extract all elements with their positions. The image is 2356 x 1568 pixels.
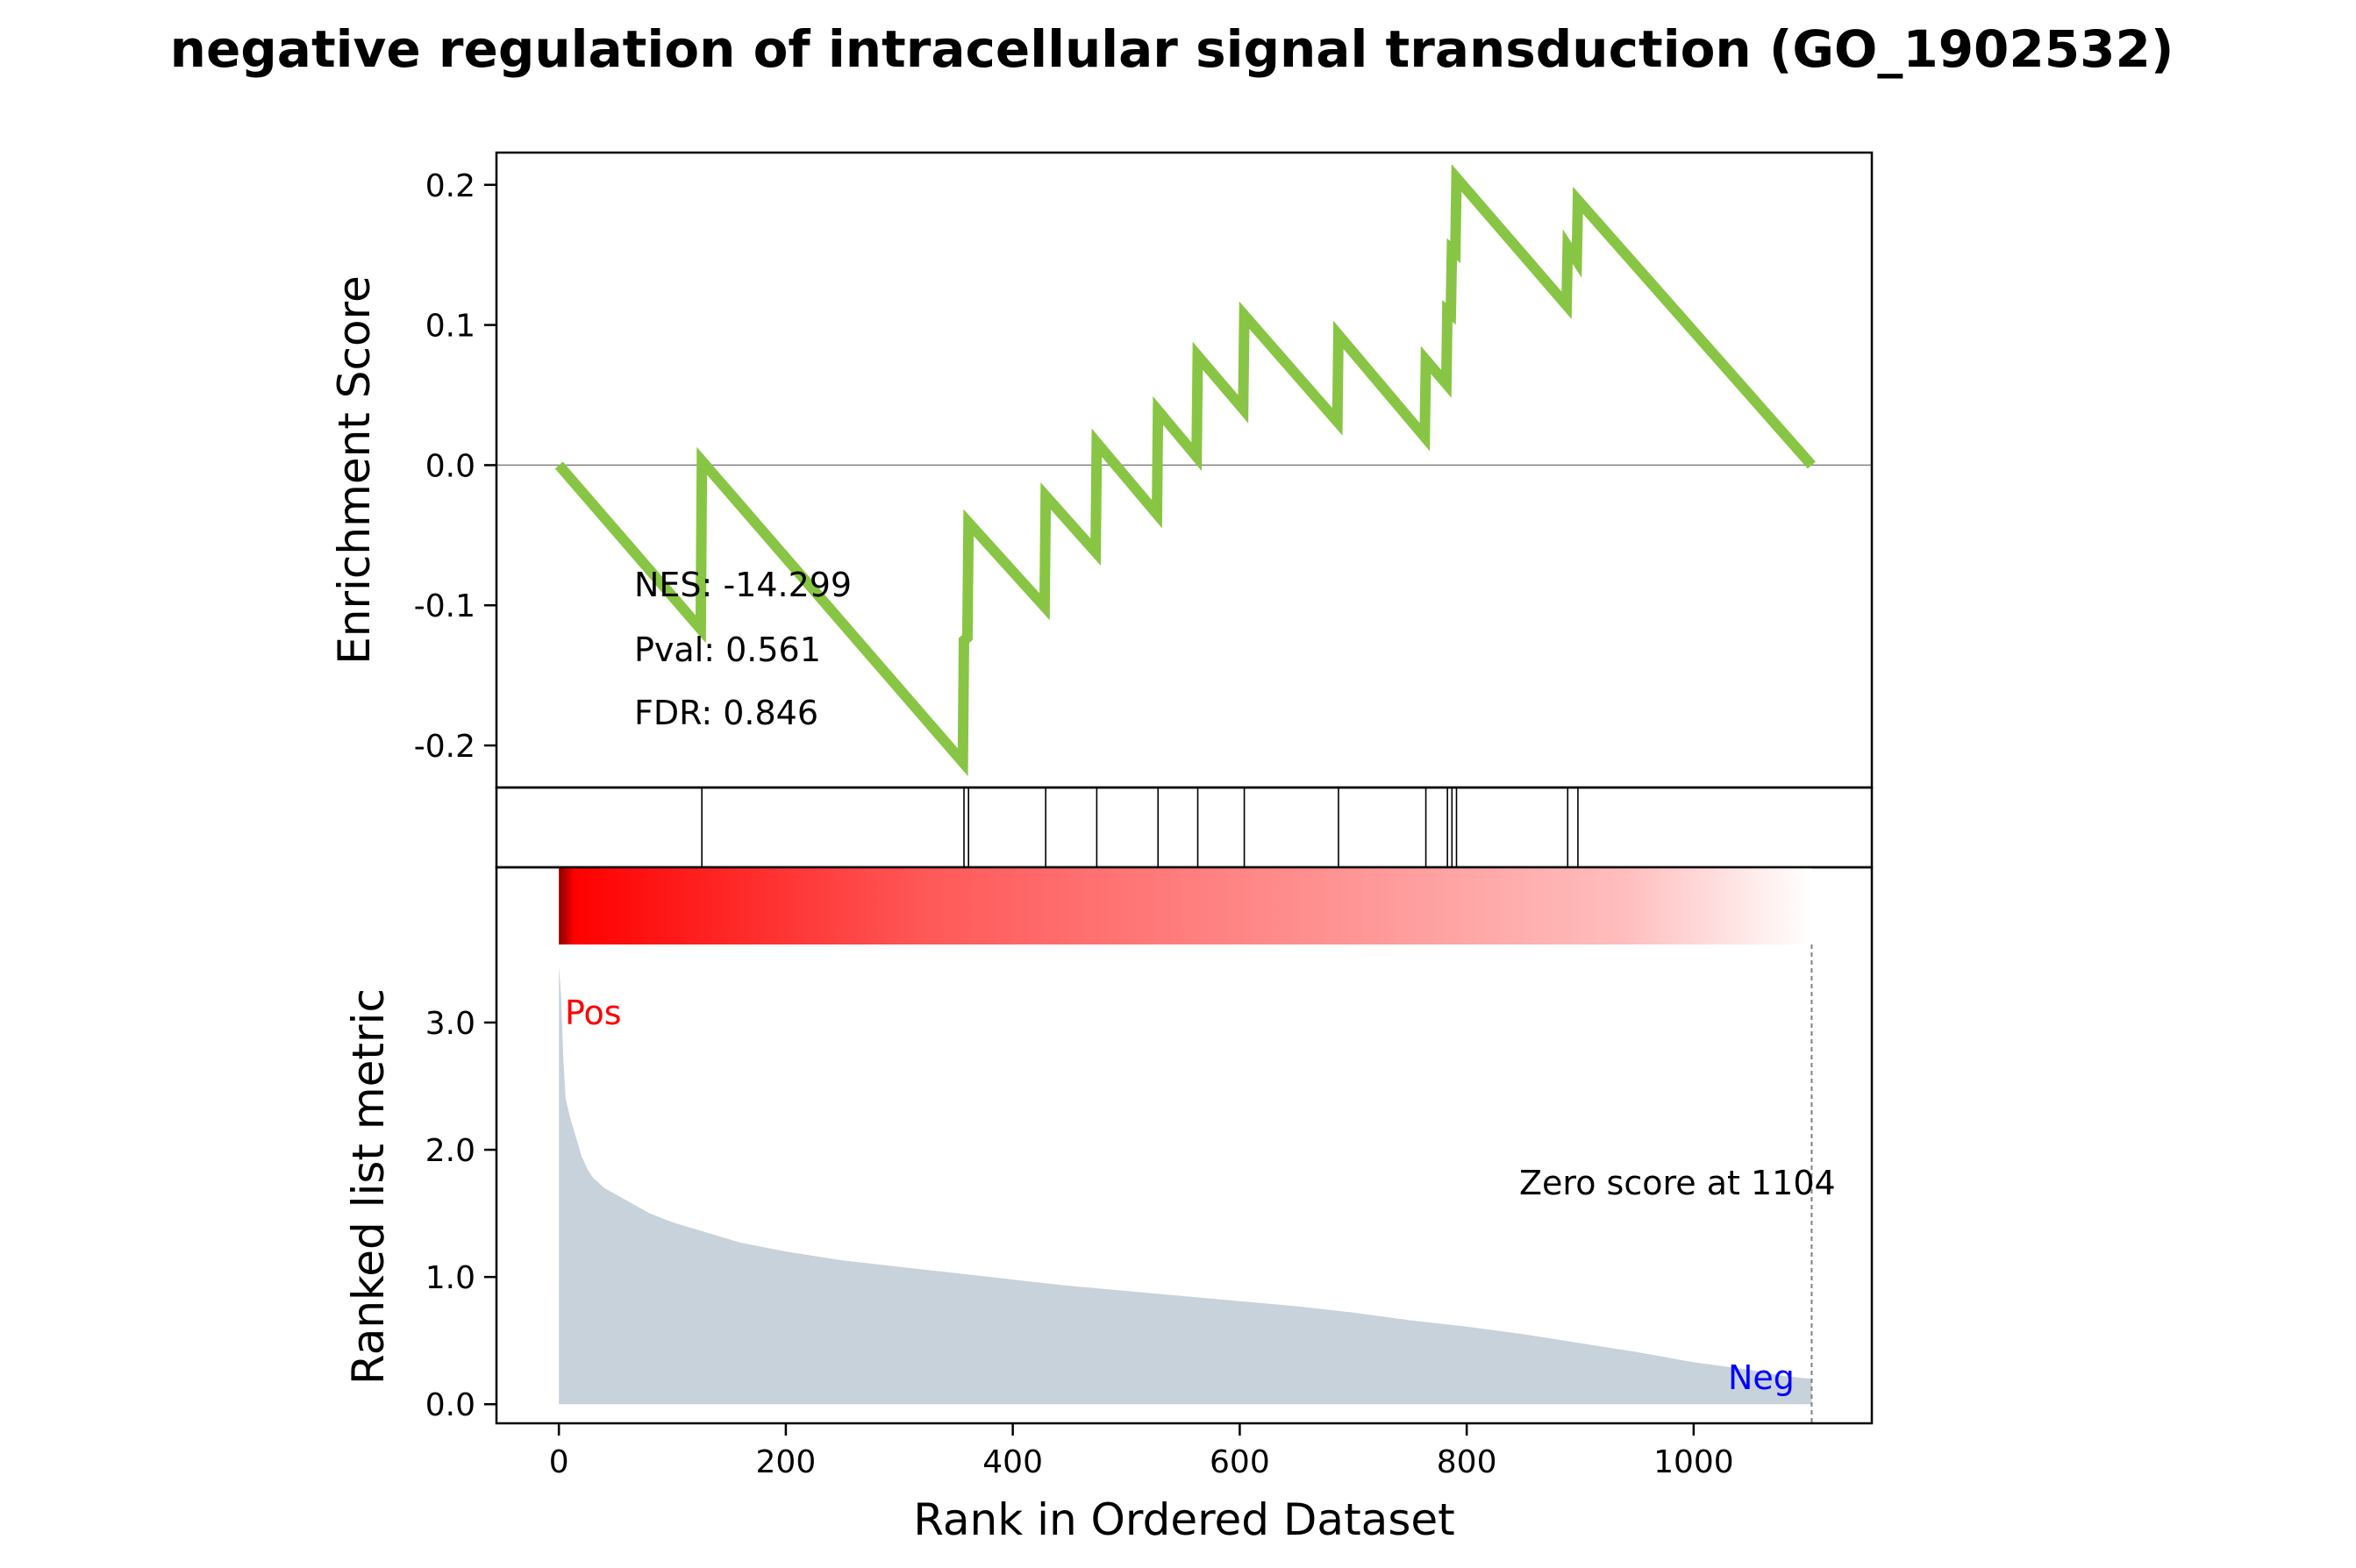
hit-lines xyxy=(701,788,1579,867)
rank-colorbar xyxy=(559,867,1812,944)
enrichment-y-tick-label: 0.1 xyxy=(425,309,475,345)
metric-y-ticks: 0.0 1.0 2.0 3.0 xyxy=(425,1006,496,1423)
x-tick-label: 400 xyxy=(982,1444,1043,1480)
enrichment-score-line xyxy=(554,163,1816,777)
hits-axes-frame xyxy=(495,786,1874,869)
ranked-metric-panel: Zero score at 1104 Pos Neg 0.01.02.03.0 … xyxy=(343,866,1874,1545)
enrichment-y-tick-label: 0.0 xyxy=(425,448,475,484)
metric-y-tick-label: 0.0 xyxy=(425,1387,475,1423)
metric-y-tick-label: 3.0 xyxy=(425,1006,475,1042)
x-tick-label: 800 xyxy=(1437,1444,1497,1480)
nes-annotation: NES: -14.299 xyxy=(634,566,852,604)
fdr-annotation: FDR: 0.846 xyxy=(634,694,818,732)
ranked-metric-area xyxy=(559,965,1812,1405)
x-tick-label: 1000 xyxy=(1653,1444,1734,1480)
metric-y-tick-label: 1.0 xyxy=(425,1260,475,1296)
enrichment-y-tick-label: -0.2 xyxy=(414,729,475,765)
pos-label: Pos xyxy=(565,994,622,1032)
enrichment-y-label: Enrichment Score xyxy=(329,275,380,665)
enrichment-y-ticks: -0.2 -0.1 0.0 0.1 0.2 xyxy=(414,168,496,765)
x-axis-label: Rank in Ordered Dataset xyxy=(913,1494,1454,1545)
chart-title: negative regulation of intracellular sig… xyxy=(170,19,2174,79)
enrichment-panel: -0.2 -0.1 0.0 0.1 0.2 NES: -14.299 Pval: 0.5… xyxy=(329,151,1874,789)
x-tick-label: 200 xyxy=(756,1444,817,1480)
x-tick-label: 0 xyxy=(549,1444,569,1480)
zero-score-label: Zero score at 1104 xyxy=(1519,1164,1836,1202)
enrichment-y-tick-label: 0.2 xyxy=(425,168,475,204)
metric-y-label: Ranked list metric xyxy=(343,988,394,1385)
pval-annotation: Pval: 0.561 xyxy=(634,631,821,669)
ranked-axes-frame xyxy=(495,866,1874,1425)
enrichment-y-tick-label: -0.1 xyxy=(414,588,475,624)
metric-y-tick-label: 2.0 xyxy=(425,1133,475,1169)
x-tick-label: 600 xyxy=(1210,1444,1270,1480)
neg-label: Neg xyxy=(1728,1358,1795,1397)
hits-panel xyxy=(495,786,1874,869)
x-ticks: 0 200 400 600 800 1000 xyxy=(549,1423,1734,1480)
